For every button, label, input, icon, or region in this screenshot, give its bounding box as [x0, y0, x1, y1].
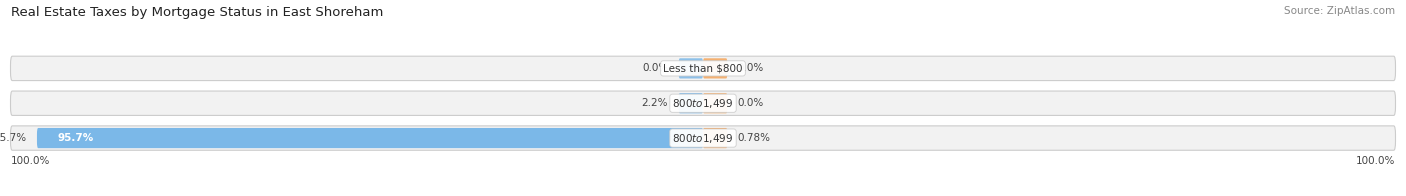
Text: Real Estate Taxes by Mortgage Status in East Shoreham: Real Estate Taxes by Mortgage Status in … [11, 6, 384, 19]
Text: 95.7%: 95.7% [58, 133, 94, 143]
Text: 0.78%: 0.78% [738, 133, 770, 143]
Text: 2.2%: 2.2% [641, 98, 668, 108]
FancyBboxPatch shape [679, 93, 703, 113]
Text: 100.0%: 100.0% [1357, 156, 1396, 166]
Text: $800 to $1,499: $800 to $1,499 [672, 132, 734, 145]
Text: Source: ZipAtlas.com: Source: ZipAtlas.com [1284, 6, 1395, 16]
FancyBboxPatch shape [10, 126, 1396, 150]
Text: 100.0%: 100.0% [10, 156, 49, 166]
FancyBboxPatch shape [703, 58, 727, 78]
Text: 0.0%: 0.0% [738, 63, 763, 73]
Text: $800 to $1,499: $800 to $1,499 [672, 97, 734, 110]
Text: Less than $800: Less than $800 [664, 63, 742, 73]
FancyBboxPatch shape [10, 56, 1396, 81]
Text: 0.0%: 0.0% [643, 63, 668, 73]
Text: 0.0%: 0.0% [738, 98, 763, 108]
Text: 95.7%: 95.7% [0, 133, 27, 143]
FancyBboxPatch shape [703, 93, 727, 113]
FancyBboxPatch shape [679, 58, 703, 78]
FancyBboxPatch shape [703, 128, 727, 148]
FancyBboxPatch shape [37, 128, 703, 148]
FancyBboxPatch shape [10, 91, 1396, 115]
